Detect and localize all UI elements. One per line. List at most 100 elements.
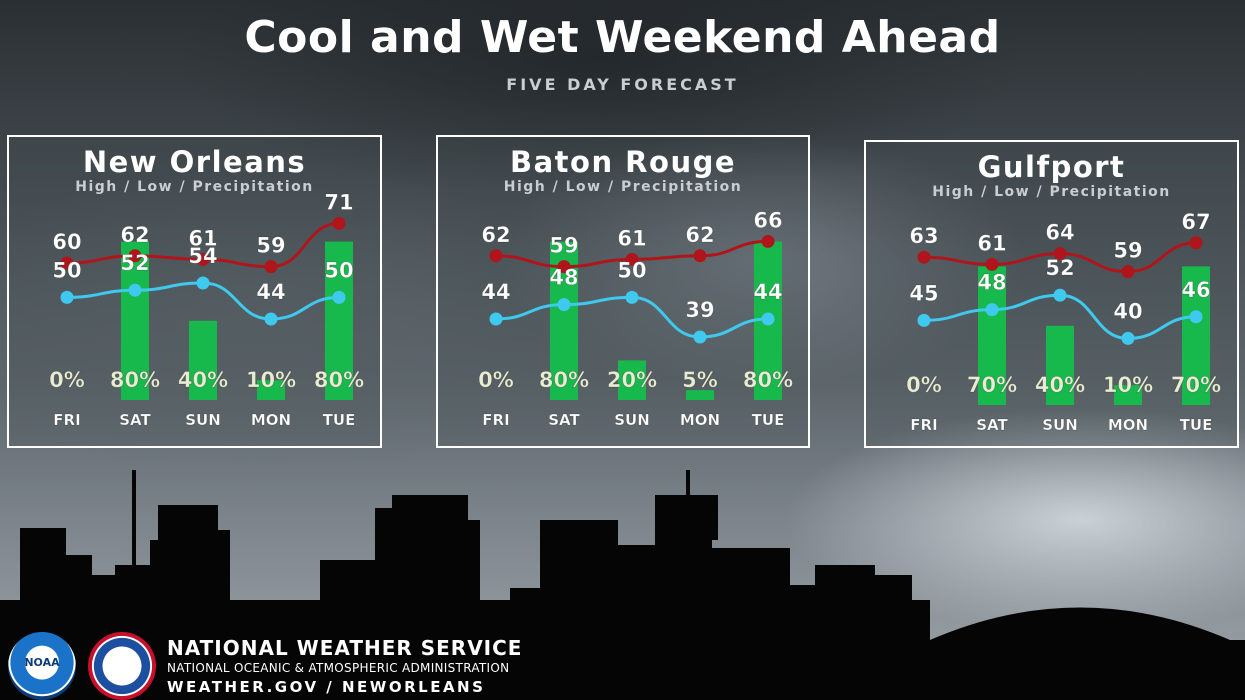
parent-agency-name: NATIONAL OCEANIC & ATMOSPHERIC ADMINISTR… [167, 661, 510, 675]
high-temp-label: 60 [52, 230, 81, 254]
forecast-chart-svg: 63 61 64 59 67 45 48 52 40 46 0% 70% 40% 10% 70% FRI SAT… [906, 210, 1222, 435]
high-temp-point [693, 249, 707, 263]
high-temp-label: 64 [1045, 221, 1074, 245]
high-temp-point [60, 256, 74, 270]
low-temp-point [60, 290, 74, 304]
low-temp-point [332, 290, 346, 304]
website-url: WEATHER.GOV / NEWORLEANS [167, 678, 486, 696]
day-label: TUE [752, 411, 785, 429]
high-temp-point [332, 216, 346, 230]
precip-bar [978, 266, 1006, 405]
low-temp-label: 44 [753, 280, 782, 304]
low-temp-label: 52 [1045, 256, 1074, 280]
precip-label: 20% [607, 368, 657, 392]
high-temp-label: 71 [324, 190, 353, 214]
city-name: Baton Rouge [509, 145, 737, 179]
precip-bar [1046, 325, 1074, 405]
precip-label: 0% [478, 368, 514, 392]
day-label: SUN [185, 411, 221, 429]
day-label: MON [251, 411, 291, 429]
high-temp-point [128, 249, 142, 263]
low-temp-point [196, 276, 210, 290]
precip-label: 80% [314, 368, 364, 392]
low-temp-point [625, 290, 639, 304]
forecast-panel-baton-rouge: Baton Rouge High / Low / Precipitation 6… [436, 135, 810, 448]
day-label: SAT [119, 411, 151, 429]
agency-name: NATIONAL WEATHER SERVICE [167, 636, 523, 660]
precip-label: 0% [906, 373, 942, 397]
precip-label: 80% [110, 368, 160, 392]
high-temp-label: 59 [256, 234, 285, 258]
precip-bar [257, 380, 285, 400]
day-label: TUE [323, 411, 356, 429]
precip-label: 10% [246, 368, 296, 392]
high-temp-label: 59 [1113, 239, 1142, 263]
low-temp-label: 48 [977, 271, 1006, 295]
high-temp-point [625, 252, 639, 266]
forecast-panel-gulfport: Gulfport High / Low / Precipitation 63 61… [864, 140, 1239, 448]
precip-label: 70% [967, 373, 1017, 397]
high-temp-point [557, 260, 571, 274]
high-temp-label: 63 [909, 224, 938, 248]
high-temp-label: 67 [1181, 210, 1210, 234]
low-temp-label: 54 [188, 244, 217, 268]
low-temp-point [1189, 310, 1203, 324]
low-temp-label: 39 [685, 298, 714, 322]
high-temp-label: 66 [753, 208, 782, 232]
day-label: FRI [910, 416, 937, 434]
low-temp-point [264, 312, 278, 326]
precip-label: 40% [178, 368, 228, 392]
high-temp-point [1121, 265, 1135, 279]
day-label: MON [1108, 416, 1148, 434]
precip-bar [189, 320, 217, 400]
high-temp-point [761, 234, 775, 248]
day-label: SAT [976, 416, 1008, 434]
forecast-panel-new-orleans: New Orleans High / Low / Precipitation 6… [7, 135, 382, 448]
precip-label: 5% [682, 368, 718, 392]
precip-label: 0% [49, 368, 85, 392]
low-temp-point [693, 330, 707, 344]
high-temp-label: 61 [188, 226, 217, 250]
precip-bar [618, 360, 646, 400]
low-temp-label: 50 [52, 258, 81, 282]
low-temp-label: 48 [549, 266, 578, 290]
day-label: TUE [1180, 416, 1213, 434]
low-temp-label: 44 [256, 280, 285, 304]
high-temp-label: 61 [977, 231, 1006, 255]
legend-text: High / Low / Precipitation [932, 184, 1171, 200]
precip-label: 70% [1171, 373, 1221, 397]
high-temp-point [196, 252, 210, 266]
precip-label: 40% [1035, 373, 1085, 397]
day-label: SUN [1042, 416, 1078, 434]
page-title: Cool and Wet Weekend Ahead [244, 12, 1001, 63]
precip-bar [1182, 266, 1210, 405]
forecast-chart-svg: 62 59 61 62 66 44 48 50 39 44 0% 80% 20% 5% 80% FRI SAT S… [478, 208, 794, 429]
high-temp-point [489, 249, 503, 263]
day-label: FRI [482, 411, 509, 429]
precip-bar [121, 241, 149, 400]
high-temp-label: 59 [549, 234, 578, 258]
precip-bar [325, 241, 353, 400]
low-temp-label: 46 [1181, 278, 1210, 302]
high-temp-label: 62 [120, 223, 149, 247]
low-temp-label: 50 [324, 258, 353, 282]
high-temp-label: 62 [481, 223, 510, 247]
high-temp-label: 62 [685, 223, 714, 247]
lightning-icon [114, 648, 132, 684]
page-subtitle: FIVE DAY FORECAST [506, 75, 739, 94]
forecast-chart-svg: 60 62 61 59 71 50 52 54 44 50 0% 80% 40% 10% 80% FRI SAT… [49, 190, 365, 429]
precip-label: 10% [1103, 373, 1153, 397]
day-label: FRI [53, 411, 80, 429]
city-name: New Orleans [82, 145, 307, 179]
city-name: Gulfport [977, 150, 1126, 184]
low-temp-label: 45 [909, 281, 938, 305]
high-temp-point [1189, 236, 1203, 250]
low-temp-point [917, 313, 931, 327]
low-temp-point [557, 298, 571, 312]
noaa-logo-text: NOAA [24, 656, 60, 669]
precip-label: 80% [743, 368, 793, 392]
nws-logo-icon [88, 632, 156, 700]
high-temp-point [917, 250, 931, 264]
low-temp-label: 52 [120, 251, 149, 275]
low-temp-point [489, 312, 503, 326]
